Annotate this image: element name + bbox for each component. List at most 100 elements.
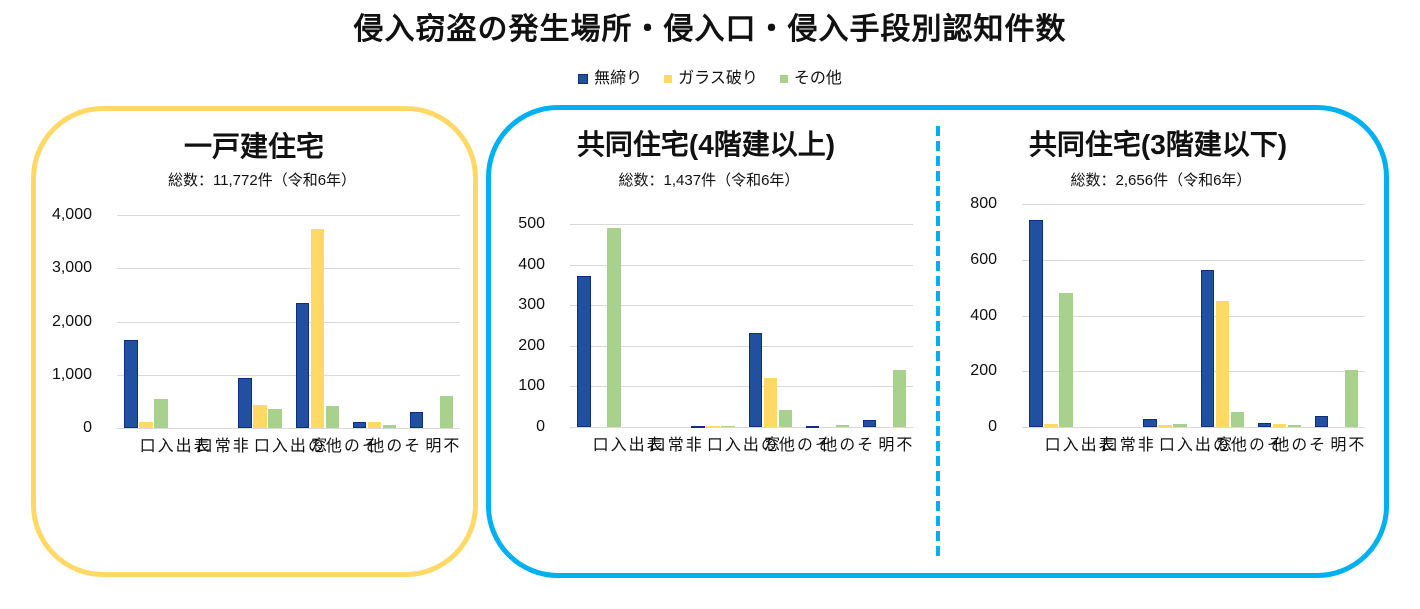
x-axis-category-label: 非常口 — [1098, 436, 1152, 453]
gridline — [117, 428, 460, 429]
gridline — [1022, 427, 1365, 428]
bar — [1029, 220, 1043, 427]
bar — [124, 339, 138, 428]
dashed-divider — [936, 126, 940, 557]
y-axis-tick-label: 200 — [518, 336, 545, 354]
x-axis-category-label: その他の出入口 — [250, 437, 376, 454]
gridline — [570, 427, 913, 428]
bar — [1158, 425, 1172, 427]
single-house-panel-frame — [31, 106, 478, 577]
y-axis-tick-label: 400 — [970, 306, 997, 324]
y-axis-tick-label: 500 — [518, 215, 545, 232]
x-axis-category-label: その他 — [365, 437, 419, 454]
gridline — [570, 345, 913, 347]
bar — [1143, 418, 1157, 427]
legend-label: 無締り — [594, 70, 643, 87]
panel-title-apartment-3f-less: 共同住宅(3階建以下) — [1028, 129, 1288, 160]
bar — [439, 396, 454, 428]
y-axis-tick-label: 1,000 — [51, 365, 92, 383]
plot-single-house: 0 1,000 2,000 3,000 4,000 表出入口 非常口 その他の出入口窓 その他不… — [52, 206, 460, 454]
bar — [268, 409, 282, 428]
x-axis-category-label: 不明 — [422, 437, 458, 454]
y-axis-tick-label: 400 — [518, 255, 545, 273]
legend-label: ガラス破り — [678, 70, 758, 87]
bar — [763, 377, 777, 427]
apartment-panel-frame — [486, 105, 1389, 578]
x-axis-category-label: 非常口 — [646, 436, 700, 453]
bar — [238, 377, 252, 428]
bar — [1059, 292, 1073, 427]
bar — [295, 302, 309, 428]
bar — [139, 422, 153, 428]
bar — [382, 425, 397, 428]
gridline — [1022, 371, 1365, 373]
gridline — [570, 386, 913, 388]
panel-subtitle-apartment-3f-less: 総数：2,656件（令和6年） — [1070, 172, 1252, 189]
legend-item-other: その他 — [779, 68, 842, 90]
legend-swatch-yellow-icon — [664, 75, 673, 83]
bar — [325, 406, 339, 428]
bar — [1287, 425, 1302, 427]
x-axis-category-label: 非常口 — [193, 437, 247, 454]
legend-swatch-green-icon — [779, 75, 788, 83]
bar — [154, 399, 168, 428]
bar — [1314, 415, 1329, 427]
y-axis-tick-label: 0 — [536, 418, 545, 435]
x-axis-category-label: その他の出入口 — [703, 436, 829, 453]
bar — [253, 404, 267, 428]
x-axis-category-label: その他の出入口 — [1155, 436, 1281, 453]
bar — [805, 426, 820, 429]
legend-item-unlocked: 無締り — [578, 68, 642, 90]
gridline — [117, 215, 460, 216]
bar — [892, 370, 907, 427]
bar — [1272, 423, 1287, 427]
y-axis-tick-label: 2,000 — [51, 312, 92, 330]
bar — [1230, 411, 1244, 427]
bar — [367, 422, 382, 428]
bar — [862, 420, 877, 427]
y-axis-tick-label: 0 — [83, 419, 92, 436]
bar — [409, 412, 424, 428]
x-axis-category-label: 表出入口 — [1041, 436, 1113, 453]
gridline — [570, 305, 913, 307]
x-axis-category-label: 表出入口 — [136, 437, 208, 454]
bar — [1173, 424, 1187, 427]
gridline — [1022, 259, 1365, 261]
bar — [721, 426, 735, 428]
legend-swatch-blue-icon — [578, 74, 589, 84]
bar — [1044, 424, 1058, 427]
x-axis-category-label: 不明 — [1327, 436, 1363, 453]
x-axis-category-label: 不明 — [875, 436, 911, 453]
x-axis-category-label: その他 — [1270, 436, 1324, 453]
gridline — [1022, 204, 1365, 205]
bar — [691, 426, 705, 429]
bar — [352, 421, 367, 428]
panel-title-apartment-4f-plus: 共同住宅(4階建以上) — [576, 129, 836, 160]
y-axis-tick-label: 3,000 — [51, 259, 92, 277]
panel-subtitle-single-house: 総数：11,772件（令和6年） — [167, 172, 357, 189]
gridline — [117, 268, 460, 270]
bar — [607, 228, 621, 427]
y-axis-tick-label: 200 — [970, 362, 997, 380]
bar — [1215, 301, 1229, 427]
legend: 無締り ガラス破り その他 — [0, 68, 1420, 90]
x-axis-category-label: 窓 — [308, 437, 326, 454]
panel-title-single-house: 一戸建住宅 — [183, 131, 324, 162]
chart-title: 侵入窃盗の発生場所・侵入口・侵入手段別認知件数 — [353, 13, 1067, 46]
x-axis-category-label: その他 — [818, 436, 872, 453]
bar — [1200, 270, 1214, 427]
y-axis-tick-label: 300 — [518, 296, 545, 314]
y-axis-tick-label: 0 — [988, 418, 997, 435]
bar — [577, 275, 591, 427]
x-axis-category-label: 窓 — [761, 436, 779, 453]
y-axis-tick-label: 100 — [518, 377, 545, 395]
bar — [835, 425, 850, 427]
y-axis-tick-label: 600 — [970, 250, 997, 268]
legend-item-glass-breaking: ガラス破り — [664, 68, 758, 90]
bar — [778, 409, 792, 427]
gridline — [570, 264, 913, 266]
bar — [706, 426, 720, 428]
panel-subtitle-apartment-4f-plus: 総数：1,437件（令和6年） — [618, 172, 800, 189]
gridline — [570, 224, 913, 225]
bar — [748, 333, 762, 427]
